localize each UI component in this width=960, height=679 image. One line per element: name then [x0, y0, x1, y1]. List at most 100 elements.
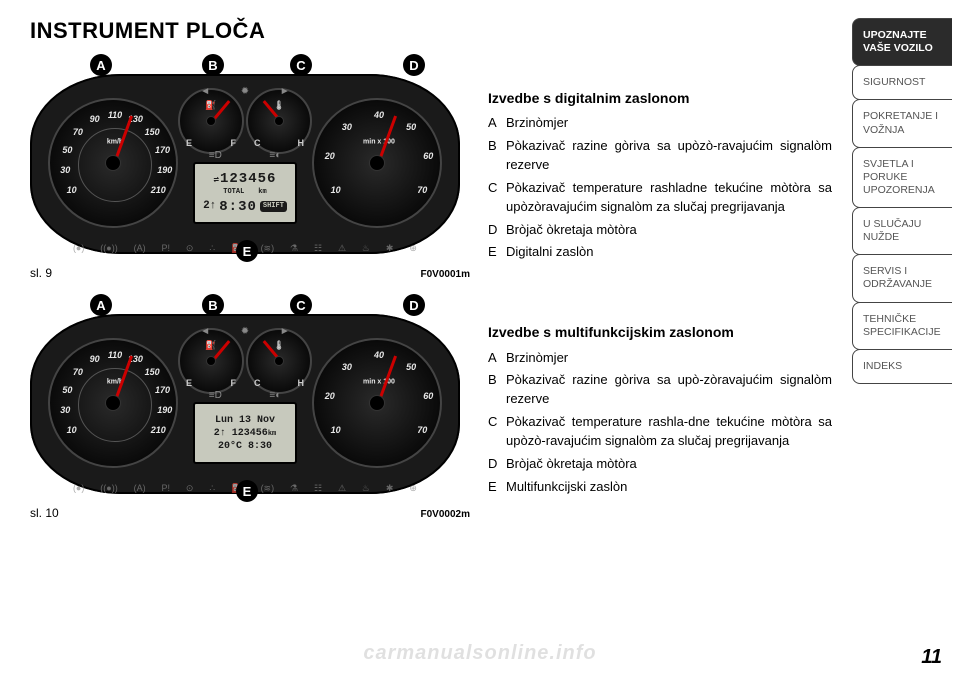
turn-left-icon: ◄	[200, 326, 210, 337]
section-tab[interactable]: UPOZNAJTE VAŠE VOZILO	[852, 18, 952, 66]
description-item: EMultifunkcijski zaslòn	[488, 478, 832, 497]
lowbeam-icon: ≡D	[209, 150, 222, 161]
warning-lamp-icon: ☷	[314, 483, 322, 494]
turn-left-icon: ◄	[200, 86, 210, 97]
tachometer: 10203040506070min x 100	[312, 338, 442, 468]
item-letter: D	[488, 221, 506, 240]
display-bottom-row: 20°C 8:30	[218, 440, 272, 453]
item-text: Bròjač òkretaja mòtòra	[506, 221, 832, 240]
speedo-tick-label: 110	[108, 110, 122, 120]
odometer-unit: TOTALkm	[195, 188, 295, 197]
tacho-tick-label: 30	[342, 122, 352, 132]
tacho-tick-label: 60	[423, 391, 433, 401]
dial-hub	[369, 395, 385, 411]
speedo-tick-label: 10	[67, 185, 77, 195]
tacho-tick-label: 40	[374, 350, 384, 360]
tacho-tick-label: 10	[331, 185, 341, 195]
section-tab[interactable]: SIGURNOST	[852, 65, 952, 100]
dial-hub	[274, 356, 284, 366]
figure-2-caption-row: sl. 10 F0V0002m	[30, 506, 470, 520]
speedo-tick-label: 170	[155, 385, 170, 395]
tacho-tick-label: 50	[406, 362, 416, 372]
item-letter: E	[488, 478, 506, 497]
top-indicator-icons: ◄ ✹ ►	[185, 326, 305, 337]
dial-hub	[274, 116, 284, 126]
callout-A: A	[90, 54, 112, 76]
manual-page: INSTRUMENT PLOČA ABCDE103050709011013015…	[0, 0, 960, 679]
description-item: BPòkazivač razine gòriva sa upòzò-ravaju…	[488, 137, 832, 175]
description-1: Izvedbe s digitalnim zaslonom ABrzinòmje…	[488, 88, 832, 262]
temp-gauge: CH🌡	[246, 88, 312, 154]
speedometer: 1030507090110130150170190210km/h	[48, 98, 178, 228]
multifunction-display: Lun 13 Nov2↑ 123456km20°C 8:30	[193, 402, 297, 464]
shift-indicator: SHIFT	[260, 201, 287, 212]
callout-E: E	[236, 240, 258, 262]
page-number: 11	[921, 646, 942, 669]
callout-D: D	[403, 294, 425, 316]
speedo-tick-label: 190	[157, 165, 172, 175]
warning-lamp-icon: (≋)	[261, 243, 275, 254]
description-item: BPòkazivač razine gòriva sa upò-zòravaju…	[488, 371, 832, 409]
warning-lamp-icon: ⊙	[186, 243, 194, 254]
speedo-tick-label: 210	[151, 185, 166, 195]
figure-2-code: F0V0002m	[421, 509, 470, 520]
warning-lamp-icon: (●)	[73, 483, 84, 494]
warning-lamp-icon: ⊕	[409, 243, 417, 254]
warning-lamp-icon: P!	[161, 243, 170, 254]
speedo-tick-label: 50	[62, 145, 72, 155]
turn-right-icon: ►	[280, 326, 290, 337]
hazard-icon: ✹	[241, 326, 249, 337]
figure-1: ABCDE1030507090110130150170190210km/h102…	[30, 54, 470, 280]
display-row-2: 2↑ 8:30 SHIFT	[203, 198, 287, 216]
content-area: INSTRUMENT PLOČA ABCDE103050709011013015…	[0, 0, 852, 679]
tachometer: 10203040506070min x 100	[312, 98, 442, 228]
lowbeam-icon: ≡D	[209, 390, 222, 401]
description-1-title: Izvedbe s digitalnim zaslonom	[488, 88, 832, 108]
description-item: DBròjač òkretaja mòtòra	[488, 221, 832, 240]
speedometer: 1030507090110130150170190210km/h	[48, 338, 178, 468]
instrument-cluster-2: ABCDE1030507090110130150170190210km/h102…	[30, 294, 460, 504]
warning-lamp-icon: ⚠	[338, 243, 346, 254]
page-title: INSTRUMENT PLOČA	[30, 18, 470, 44]
callout-B: B	[202, 294, 224, 316]
hazard-icon: ✹	[241, 86, 249, 97]
warning-lamp-icon: ∴	[209, 483, 215, 494]
temp-cold-label: C	[254, 138, 261, 148]
item-text: Brzinòmjer	[506, 114, 832, 133]
warning-lamp-icon: ⊕	[409, 483, 417, 494]
item-text: Pòkazivač temperature rashladne tekućine…	[506, 179, 832, 217]
speedo-tick-label: 70	[73, 127, 83, 137]
description-item: DBròjač òkretaja mòtòra	[488, 455, 832, 474]
speedo-tick-label: 150	[145, 367, 160, 377]
section-tab[interactable]: U SLUČAJU NUŽDE	[852, 207, 952, 255]
highbeam-icon: ≡◐	[269, 150, 281, 161]
warning-lamp-icon: (●)	[73, 243, 84, 254]
fuel-icon: ⛽	[205, 340, 216, 351]
section-tab[interactable]: SERVIS I ODRŽAVANJE	[852, 254, 952, 302]
tacho-tick-label: 40	[374, 110, 384, 120]
dial-hub	[105, 395, 121, 411]
callout-D: D	[403, 54, 425, 76]
section-tab[interactable]: POKRETANJE I VOŽNJA	[852, 99, 952, 147]
mid-indicator-icons: ≡D ≡◐	[185, 150, 305, 161]
item-text: Digitalni zaslòn	[506, 243, 832, 262]
warning-lamp-icon: ⚠	[338, 483, 346, 494]
item-letter: B	[488, 137, 506, 175]
speedo-tick-label: 90	[90, 114, 100, 124]
item-letter: A	[488, 349, 506, 368]
temp-hot-label: H	[298, 138, 305, 148]
description-2-title: Izvedbe s multifunkcijskim zaslonom	[488, 322, 832, 342]
fuel-empty-label: E	[186, 378, 192, 388]
speedo-tick-label: 90	[90, 354, 100, 364]
description-item: CPòkazivač temperature rashla-dne tekući…	[488, 413, 832, 451]
warning-lamp-icon: ∴	[209, 243, 215, 254]
speedo-tick-label: 170	[155, 145, 170, 155]
item-letter: A	[488, 114, 506, 133]
callout-E: E	[236, 480, 258, 502]
speedo-tick-label: 10	[67, 425, 77, 435]
section-tab[interactable]: INDEKS	[852, 349, 952, 384]
section-tab[interactable]: SVJETLA I PORUKE UPOZORENJA	[852, 147, 952, 208]
speedo-tick-label: 150	[145, 127, 160, 137]
figure-1-code: F0V0001m	[421, 269, 470, 280]
section-tab[interactable]: TEHNIČKE SPECIFIKACIJE	[852, 302, 952, 350]
